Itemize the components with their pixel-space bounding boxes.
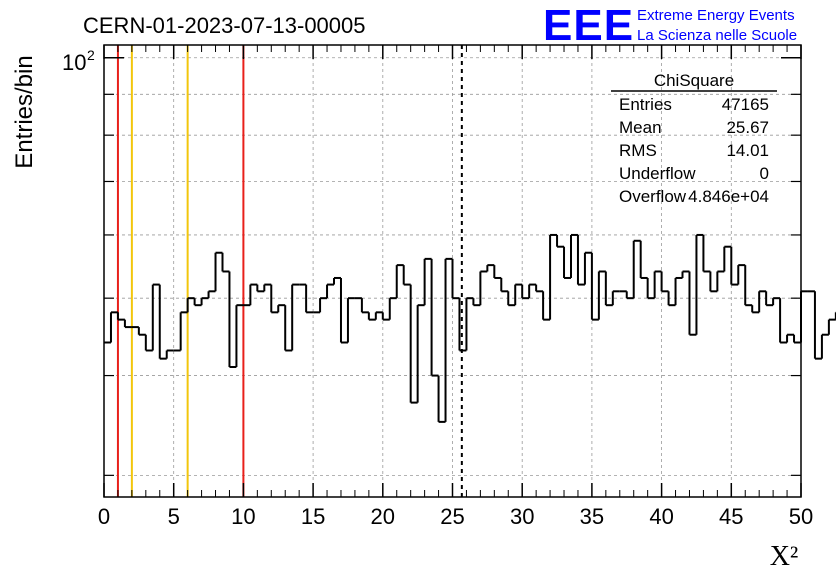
logo-line-2: La Scienza nelle Scuole (637, 27, 797, 44)
stats-title: ChiSquare (654, 71, 734, 90)
y-tick-label: 10 2 (62, 47, 95, 75)
eee-logo: EEE Extreme Energy Events La Scienza nel… (543, 1, 797, 50)
y-tick-exponent: 2 (87, 47, 95, 63)
axes: 0 5 10 15 20 25 30 35 40 45 50 (98, 45, 813, 529)
x-tick-label: 50 (789, 504, 813, 529)
stats-value-overflow: 4.846e+04 (688, 187, 769, 206)
histogram-series (104, 233, 836, 423)
x-tick-label: 0 (98, 504, 110, 529)
stats-value-mean: 25.67 (726, 118, 769, 137)
stats-label-overflow: Overflow (619, 187, 687, 206)
stats-box: ChiSquare Entries 47165 Mean 25.67 RMS 14.01 U… (611, 71, 777, 206)
stats-value-entries: 47165 (722, 95, 769, 114)
stats-value-underflow: 0 (760, 164, 769, 183)
stats-value-rms: 14.01 (726, 141, 769, 160)
x-tick-label: 20 (371, 504, 395, 529)
logo-mark: EEE (543, 1, 634, 50)
x-tick-label: 30 (510, 504, 534, 529)
x-tick-label: 45 (719, 504, 743, 529)
x-tick-label: 40 (649, 504, 673, 529)
stats-label-entries: Entries (619, 95, 672, 114)
stats-label-underflow: Underflow (619, 164, 696, 183)
reference-lines (116, 45, 463, 497)
stats-label-rms: RMS (619, 141, 657, 160)
y-axis-label: Entries/bin (11, 55, 38, 168)
x-tick-label: 15 (301, 504, 325, 529)
x-tick-label: 25 (440, 504, 464, 529)
y-tick-base: 10 (62, 50, 86, 75)
logo-line-1: Extreme Energy Events (637, 7, 795, 24)
x-tick-label: 35 (580, 504, 604, 529)
x-axis-label: X² (770, 541, 799, 572)
stats-label-mean: Mean (619, 118, 662, 137)
x-tick-label: 5 (168, 504, 180, 529)
chart-title: CERN-01-2023-07-13-00005 (83, 13, 366, 38)
x-tick-label: 10 (231, 504, 255, 529)
